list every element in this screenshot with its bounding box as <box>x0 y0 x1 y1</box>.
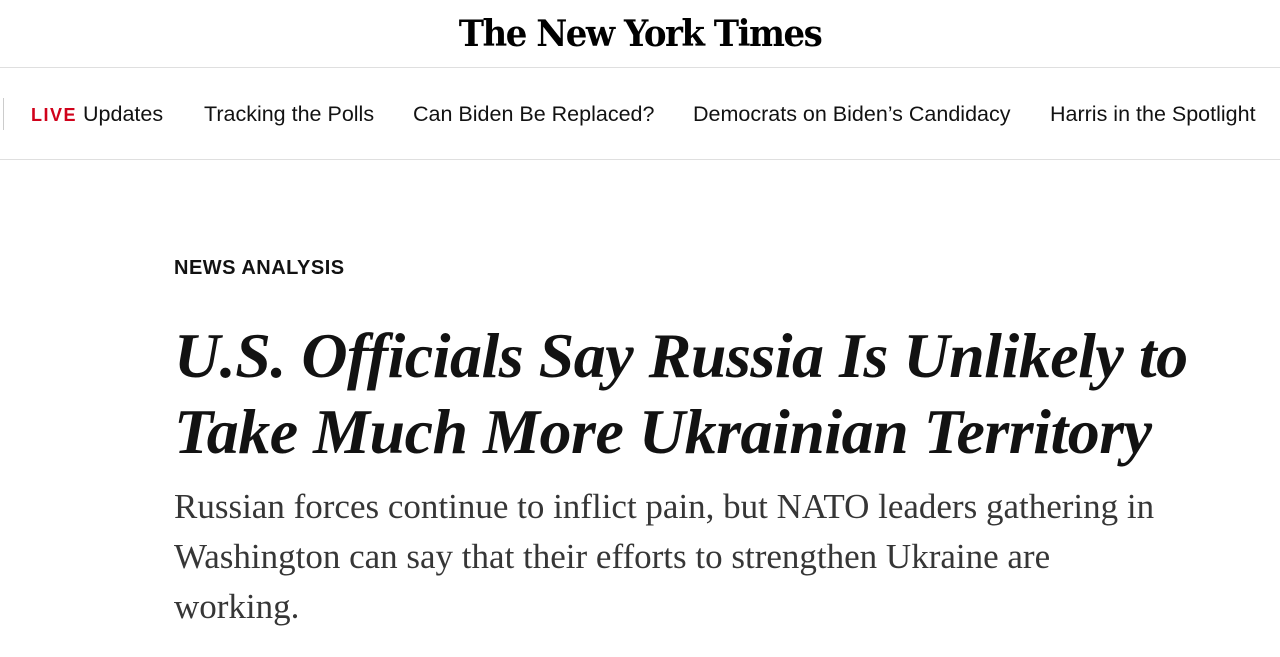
nyt-logo[interactable]: The New York Times <box>458 11 823 56</box>
nav-item-live-updates[interactable]: LIVE Updates <box>31 100 163 129</box>
nav-item-label: Updates <box>83 102 164 126</box>
article-headline: U.S. Officials Say Russia Is Unlikely to… <box>174 320 1188 467</box>
nav-divider <box>3 98 4 130</box>
nav-item-harris-spotlight[interactable]: Harris in the Spotlight <box>1050 102 1256 126</box>
nav-item-biden-replaced[interactable]: Can Biden Be Replaced? <box>413 102 655 126</box>
article-summary: Russian forces continue to inflict pain,… <box>174 487 1155 626</box>
masthead: The New York Times <box>0 0 1280 68</box>
section-nav: LIVE Updates Tracking the Polls Can Biden… <box>0 68 1280 160</box>
nav-item-democrats-candidacy[interactable]: Democrats on Biden’s Candidacy <box>693 102 1011 126</box>
article-kicker: NEWS ANALYSIS <box>174 257 345 279</box>
nav-item-tracking-polls[interactable]: Tracking the Polls <box>204 102 375 126</box>
live-badge: LIVE <box>31 105 78 125</box>
